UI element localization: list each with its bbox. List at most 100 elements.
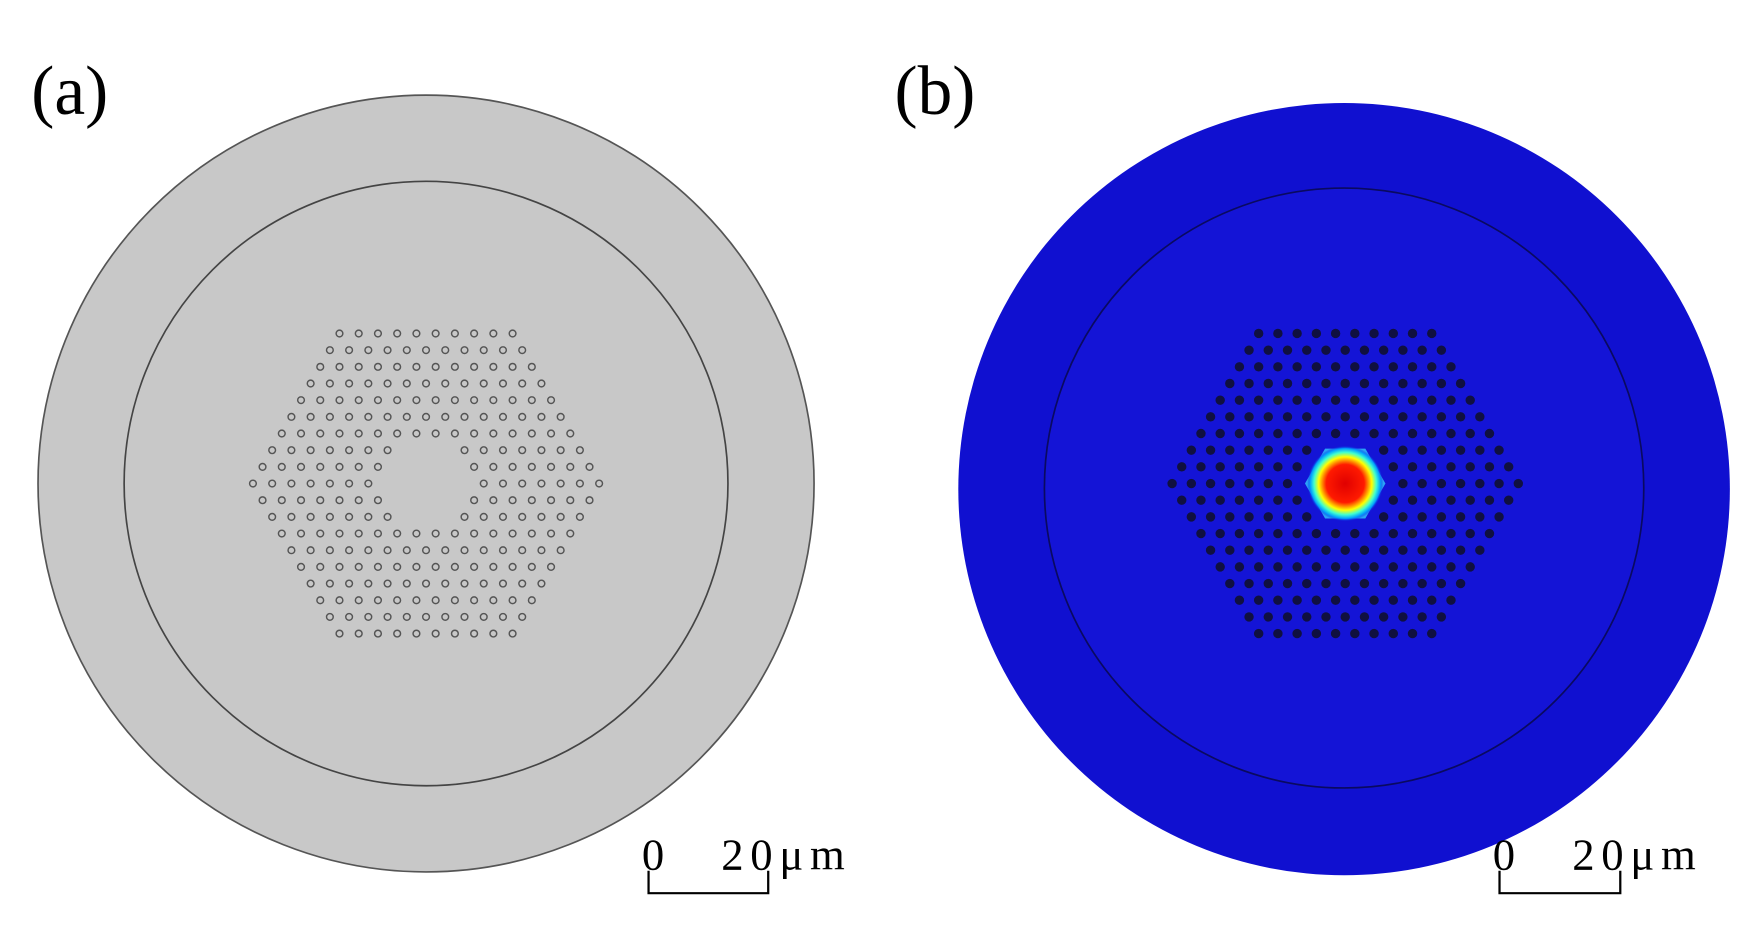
air-hole <box>296 529 306 538</box>
air-hole <box>1177 462 1187 472</box>
air-hole <box>345 579 354 588</box>
air-hole <box>1427 528 1437 539</box>
air-hole <box>335 596 344 605</box>
air-hole <box>556 546 565 555</box>
air-hole <box>306 546 315 555</box>
air-hole <box>1436 545 1447 555</box>
air-hole <box>1167 478 1177 489</box>
air-hole <box>1234 495 1245 505</box>
air-hole <box>460 446 469 455</box>
air-hole <box>1398 512 1408 522</box>
air-hole <box>325 512 334 521</box>
air-hole <box>1378 612 1389 622</box>
air-hole <box>393 429 402 438</box>
air-hole <box>1359 412 1370 422</box>
air-hole <box>470 429 479 438</box>
air-hole <box>1292 628 1302 639</box>
air-hole <box>1388 328 1398 339</box>
air-hole <box>1407 395 1418 405</box>
air-hole <box>479 512 488 521</box>
air-hole <box>373 596 383 605</box>
air-hole <box>518 612 527 621</box>
air-hole <box>296 429 306 438</box>
air-hole <box>489 529 498 538</box>
air-hole <box>277 462 286 471</box>
air-hole <box>1475 512 1485 522</box>
air-hole <box>508 362 517 371</box>
air-hole <box>498 479 508 488</box>
air-hole <box>287 412 296 421</box>
air-hole <box>421 579 431 588</box>
air-hole <box>1177 495 1187 505</box>
air-hole <box>335 362 344 371</box>
air-hole <box>537 512 546 521</box>
air-hole <box>431 396 440 405</box>
air-hole <box>1215 528 1225 539</box>
air-hole <box>441 379 450 388</box>
air-hole <box>335 529 344 538</box>
air-hole <box>527 562 536 571</box>
air-hole <box>1465 562 1475 572</box>
air-hole <box>1417 512 1427 522</box>
air-hole <box>479 612 488 621</box>
air-hole <box>431 562 440 571</box>
air-hole <box>1455 578 1466 589</box>
air-hole <box>1407 462 1418 472</box>
air-hole <box>1292 495 1302 505</box>
air-hole <box>373 529 383 538</box>
air-hole <box>1282 545 1293 555</box>
air-hole <box>518 479 527 488</box>
air-hole <box>1446 495 1456 505</box>
air-hole <box>1475 445 1485 455</box>
air-hole <box>1484 462 1495 472</box>
air-hole <box>296 462 306 471</box>
air-hole <box>431 362 440 371</box>
air-hole <box>364 479 373 488</box>
air-hole <box>1350 328 1360 339</box>
air-hole <box>296 562 306 571</box>
inner-cladding <box>123 180 729 787</box>
air-hole <box>1465 495 1475 505</box>
air-hole <box>1302 378 1312 389</box>
air-hole <box>460 546 469 555</box>
air-hole <box>1244 578 1254 589</box>
air-hole <box>537 412 546 421</box>
air-hole <box>1398 545 1408 555</box>
air-hole <box>508 396 517 405</box>
air-hole <box>1407 362 1418 372</box>
air-hole <box>287 546 296 555</box>
air-hole <box>1205 512 1216 522</box>
air-hole <box>306 579 315 588</box>
air-hole <box>1398 345 1408 355</box>
air-hole <box>556 412 565 421</box>
air-hole <box>518 379 527 388</box>
air-hole <box>460 346 469 355</box>
air-holes <box>1167 328 1524 639</box>
air-hole <box>1196 462 1206 472</box>
air-hole <box>325 446 334 455</box>
air-hole <box>1494 512 1504 522</box>
air-hole <box>518 546 527 555</box>
air-hole <box>1282 412 1293 422</box>
air-hole <box>316 496 325 505</box>
air-hole <box>1436 512 1447 522</box>
air-hole <box>296 396 306 405</box>
air-hole <box>383 579 392 588</box>
air-hole <box>508 329 517 338</box>
air-hole <box>1427 595 1437 605</box>
air-hole <box>1407 495 1418 505</box>
air-hole <box>1388 395 1398 405</box>
air-hole <box>1398 612 1408 622</box>
air-hole <box>335 496 344 505</box>
air-hole <box>1350 562 1360 572</box>
air-hole <box>1446 428 1456 439</box>
air-hole <box>1215 462 1225 472</box>
air-hole <box>1253 428 1264 439</box>
air-hole <box>1205 478 1216 489</box>
air-hole <box>421 612 431 621</box>
air-hole <box>402 346 411 355</box>
scale-start: 0 <box>1493 830 1515 880</box>
air-hole <box>335 562 344 571</box>
air-hole <box>1292 395 1302 405</box>
